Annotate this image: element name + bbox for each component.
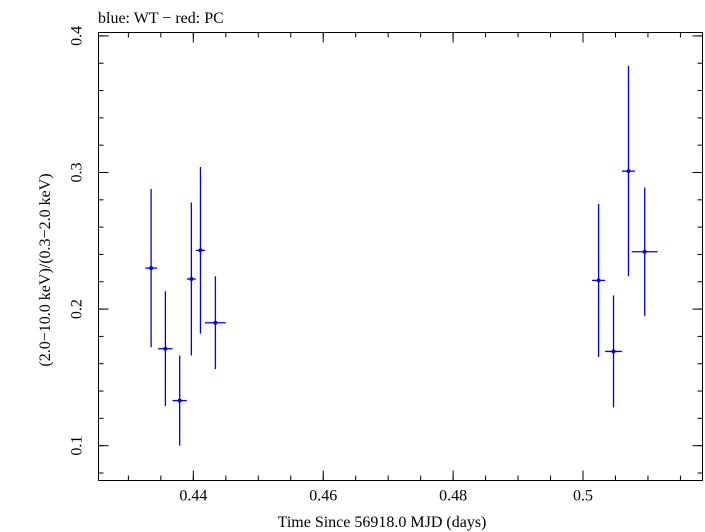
- y-tick-label: 0.4: [69, 26, 86, 46]
- x-tick-label: 0.48: [439, 488, 467, 505]
- data-point: [592, 203, 606, 357]
- data-point: [158, 291, 173, 407]
- data-point: [145, 188, 157, 348]
- point-marker: [626, 169, 631, 174]
- y-tick-label: 0.3: [69, 163, 86, 183]
- y-axis-label: (2.0−10.0 keV)/(0.3−2.0 keV): [37, 173, 54, 366]
- axis-ticks: [98, 32, 703, 481]
- x-axis-label: Time Since 56918.0 MJD (days): [278, 514, 487, 531]
- x-tick-label: 0.46: [309, 488, 337, 505]
- x-tick-label: 0.5: [573, 488, 593, 505]
- data-point: [172, 355, 187, 446]
- data-point: [195, 167, 206, 334]
- y-tick-label: 0.1: [69, 436, 86, 456]
- data-point: [205, 276, 226, 370]
- data-point: [605, 295, 622, 408]
- axis-tick-labels: 0.44 0.46 0.48 0.5 0.1 0.2 0.3 0.4: [69, 26, 593, 505]
- y-tick-label: 0.2: [69, 299, 86, 319]
- x-tick-label: 0.44: [179, 488, 207, 505]
- data-point: [621, 65, 635, 277]
- point-marker: [198, 248, 203, 253]
- plot-frame: [98, 32, 703, 481]
- chart-title: blue: WT − red: PC: [98, 10, 224, 27]
- data-point: [186, 202, 196, 356]
- data-point: [631, 187, 658, 316]
- point-marker: [177, 398, 182, 403]
- point-marker: [213, 320, 218, 325]
- point-marker: [611, 349, 616, 354]
- point-marker: [642, 249, 647, 254]
- point-marker: [163, 346, 168, 351]
- point-marker: [149, 266, 154, 271]
- point-marker: [596, 278, 601, 283]
- data-points: [145, 65, 658, 446]
- point-marker: [189, 277, 194, 282]
